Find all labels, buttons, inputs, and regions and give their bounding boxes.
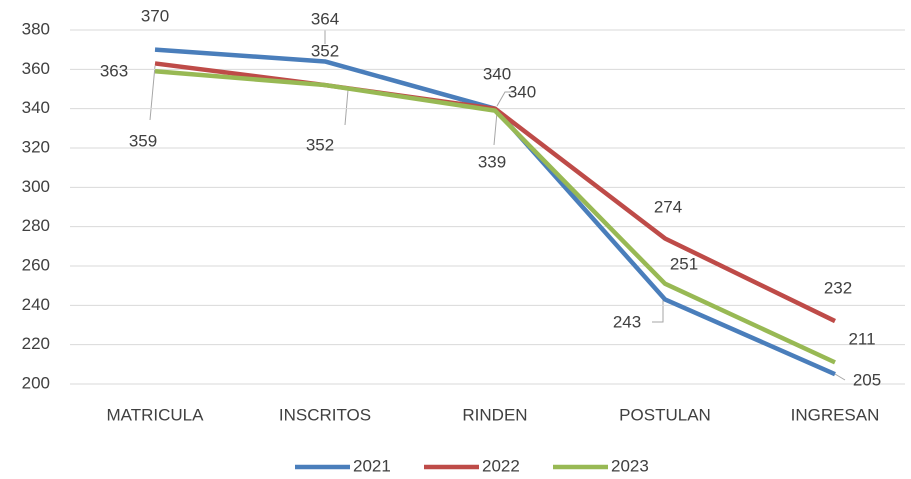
data-label: 243	[613, 312, 641, 331]
data-label: 274	[654, 197, 682, 216]
data-label: 340	[483, 64, 511, 83]
legend-label: 2021	[353, 456, 391, 475]
series-line	[154, 61, 836, 324]
y-tick-label: 300	[22, 177, 50, 196]
data-label: 352	[311, 41, 339, 60]
data-label: 232	[824, 278, 852, 297]
y-tick-label: 380	[22, 19, 50, 38]
y-tick-label: 360	[22, 59, 50, 78]
data-label: 363	[100, 61, 128, 80]
series-line	[154, 47, 836, 377]
x-tick-label: RINDEN	[462, 405, 527, 424]
y-tick-label: 320	[22, 137, 50, 156]
x-tick-label: INGRESAN	[791, 405, 880, 424]
y-tick-label: 200	[22, 373, 50, 392]
data-label: 251	[670, 254, 698, 273]
data-label: 370	[141, 6, 169, 25]
data-label: 352	[306, 135, 334, 154]
leader-line	[496, 91, 515, 107]
data-label: 359	[129, 131, 157, 150]
leader-lines	[149, 30, 846, 381]
y-tick-label: 240	[22, 295, 50, 314]
x-tick-label: POSTULAN	[619, 405, 711, 424]
leader-line	[493, 111, 498, 146]
data-label: 364	[311, 9, 339, 28]
y-tick-label: 340	[22, 98, 50, 117]
leader-line	[344, 89, 349, 126]
data-label: 211	[848, 329, 875, 348]
y-tick-label: 280	[22, 216, 50, 235]
leader-line	[149, 65, 156, 121]
x-tick-label: MATRICULA	[107, 405, 205, 424]
leader-line	[834, 373, 846, 381]
y-tick-label: 260	[22, 255, 50, 274]
x-tick-label: INSCRITOS	[279, 405, 371, 424]
series-line	[154, 69, 836, 365]
data-label: 339	[478, 152, 506, 171]
data-label: 340	[508, 82, 536, 101]
data-label: 205	[853, 370, 881, 389]
y-tick-label: 220	[22, 334, 50, 353]
legend-label: 2023	[611, 456, 649, 475]
leader-line	[652, 300, 664, 323]
legend-label: 2022	[482, 456, 520, 475]
